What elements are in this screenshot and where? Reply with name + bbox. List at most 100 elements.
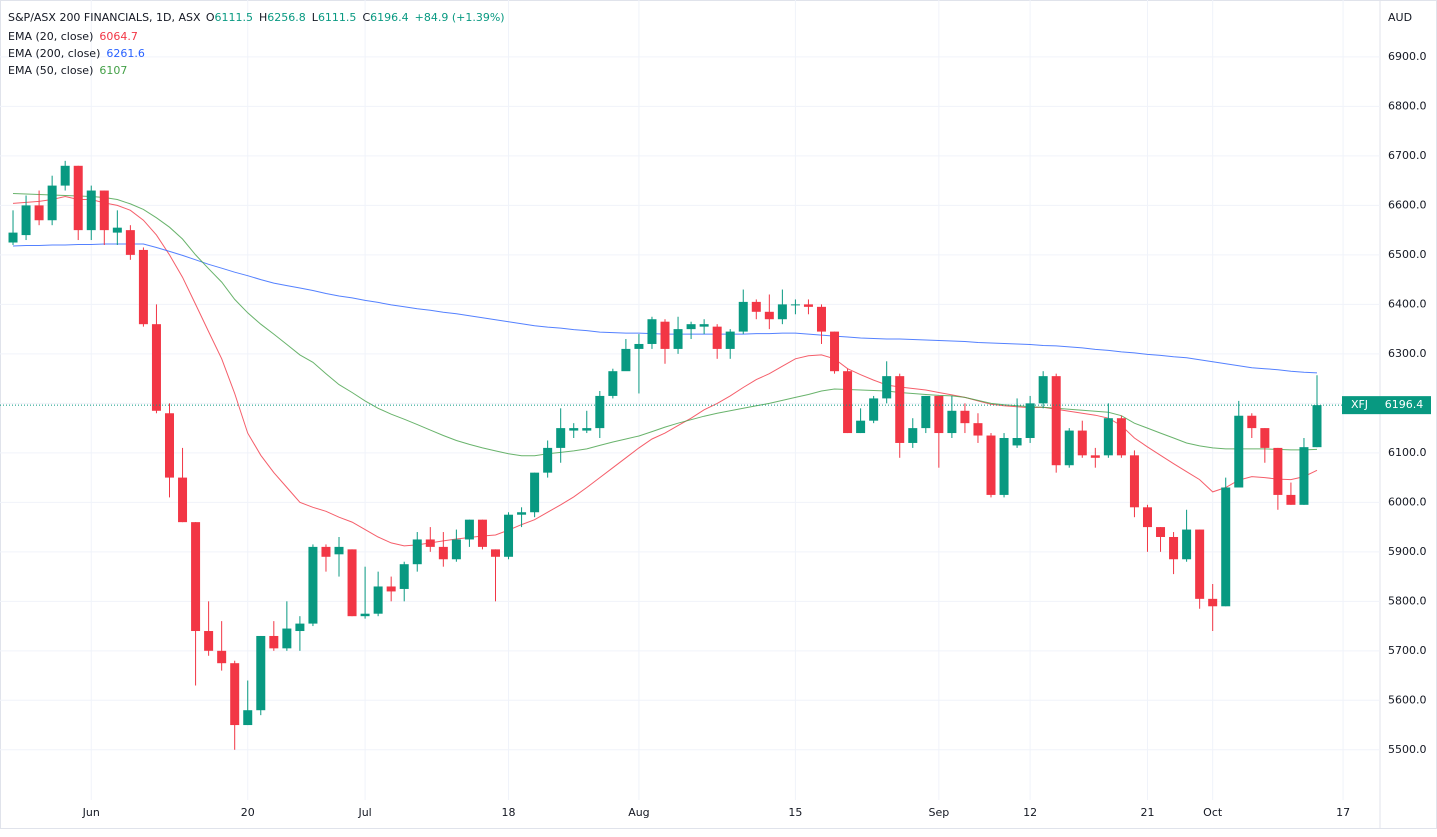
overlay: 5500.0 5600.0 5700.0 5800.0 5900.0 6000.0 6100…: [0, 11, 1431, 819]
candle-body: [1195, 529, 1205, 599]
last-price-badge: [1377, 396, 1431, 415]
candle-body: [125, 230, 135, 255]
candle-body: [569, 428, 579, 431]
candle-body: [1077, 430, 1087, 456]
candle-body: [960, 410, 970, 424]
candle-body: [1090, 455, 1100, 458]
candle-body: [334, 546, 344, 555]
ema-line: [12, 193, 1318, 457]
candle-body: [999, 438, 1009, 495]
candle-body: [438, 546, 448, 560]
x-tick-label: 15: [788, 806, 802, 819]
ohlc-key: O: [206, 11, 215, 24]
candle-body: [295, 623, 305, 632]
candle-body: [1103, 418, 1113, 456]
ema-line: [12, 195, 1318, 547]
candle-body: [856, 420, 866, 434]
candle-body: [673, 329, 683, 349]
candle-body: [321, 546, 331, 557]
y-tick-label: 6900.0: [1388, 50, 1427, 63]
candle-body: [269, 635, 279, 649]
candle-body: [86, 190, 96, 231]
candle-body: [1299, 447, 1309, 505]
candle-body: [464, 519, 474, 540]
candle-body: [504, 514, 514, 557]
candle-body: [530, 472, 540, 513]
x-tick-label: Jun: [82, 806, 100, 819]
candle-body: [1273, 447, 1283, 495]
y-tick-label: 6300.0: [1388, 347, 1427, 360]
x-tick-label: Aug: [628, 806, 649, 819]
candle-body: [608, 371, 618, 396]
candle-body: [882, 376, 892, 399]
candle-body: [1286, 494, 1296, 505]
candle-body: [451, 539, 461, 560]
y-tick-label: 5700.0: [1388, 644, 1427, 657]
legend-entry: EMA (50, close) 6107: [8, 64, 127, 77]
candle-body: [360, 613, 370, 617]
ohlc-key: L: [312, 11, 319, 24]
candle-body: [1012, 438, 1022, 446]
candle-body: [308, 546, 318, 624]
x-tick-label: 18: [502, 806, 516, 819]
candle-body: [934, 395, 944, 434]
candle-body: [986, 435, 996, 495]
x-tick-label: Sep: [928, 806, 949, 819]
candle-body: [412, 539, 422, 565]
candle-body: [8, 232, 18, 243]
candle-body: [386, 586, 396, 592]
candle-body: [1312, 405, 1322, 448]
ohlc-value: 6111.5: [215, 11, 254, 24]
candle-body: [1169, 536, 1179, 560]
y-tick-label: 6000.0: [1388, 495, 1427, 508]
x-tick-label: Jul: [357, 806, 371, 819]
candle-body: [164, 413, 174, 478]
y-tick-label: 5500.0: [1388, 743, 1427, 756]
x-tick-label: 21: [1140, 806, 1154, 819]
candle-body: [47, 185, 57, 221]
y-tick-label: 5800.0: [1388, 594, 1427, 607]
candle-body: [764, 311, 774, 320]
candle-body: [1234, 415, 1244, 488]
candle-body: [243, 710, 253, 726]
ohlc-value: 6256.8: [267, 11, 306, 24]
candle-body: [1051, 376, 1061, 466]
candle-body: [1116, 418, 1126, 456]
y-tick-label: 6600.0: [1388, 198, 1427, 211]
candle-body: [556, 428, 566, 448]
candle-body: [399, 564, 409, 589]
candle-body: [1038, 376, 1048, 404]
candle-body: [347, 549, 357, 617]
candle-body: [830, 331, 840, 372]
y-tick-label: 6400.0: [1388, 297, 1427, 310]
grid: [0, 0, 1380, 800]
candle-body: [178, 477, 188, 523]
candle-body: [517, 512, 527, 515]
candle-body: [204, 631, 214, 651]
candle-body: [947, 410, 957, 434]
legend-value: 6107: [99, 64, 127, 77]
candle-body: [138, 249, 148, 325]
symbol-badge: [1342, 396, 1377, 415]
candle-body: [151, 324, 161, 411]
candle-body: [790, 304, 800, 306]
y-tick-label: 6700.0: [1388, 149, 1427, 162]
y-tick-label: 6100.0: [1388, 446, 1427, 459]
y-tick-label: 5900.0: [1388, 545, 1427, 558]
candle-body: [1142, 507, 1152, 528]
candle-body: [621, 348, 631, 372]
candle-body: [803, 304, 813, 307]
candle-body: [112, 227, 122, 233]
candle-body: [543, 447, 553, 473]
candle-body: [843, 371, 853, 434]
last-price-label: 6196.4: [1385, 398, 1424, 411]
ohlc-value: 6111.5: [318, 11, 357, 24]
candle-body: [1025, 403, 1035, 439]
candle-body: [191, 522, 201, 632]
candle-body: [777, 304, 787, 320]
currency: AUD: [1388, 11, 1412, 24]
candle-body: [751, 301, 761, 312]
candle-body: [490, 549, 500, 557]
legend-value: 6064.7: [99, 30, 138, 43]
